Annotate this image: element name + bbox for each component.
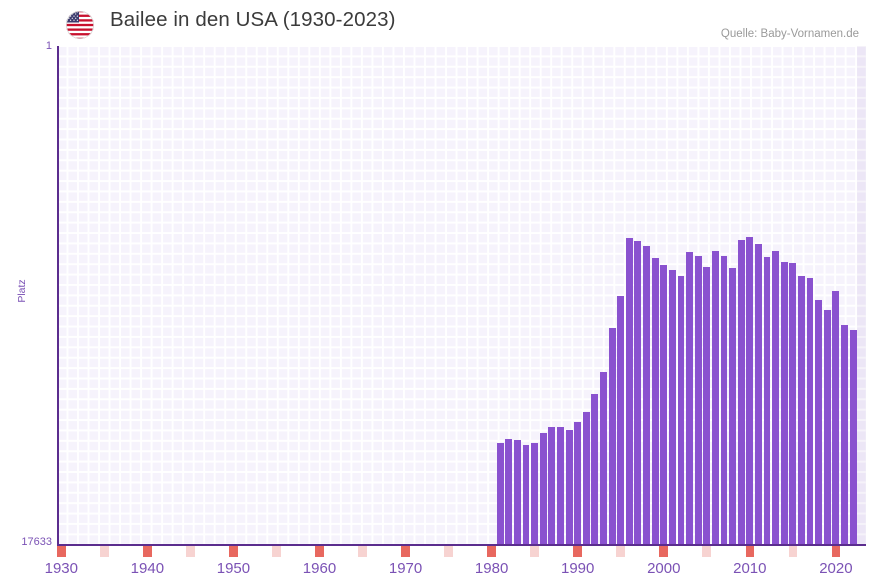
bar-1995 bbox=[617, 296, 625, 545]
x-tick-label-2000: 2000 bbox=[647, 560, 681, 577]
us-flag-icon bbox=[60, 10, 100, 40]
x-tick-label-1990: 1990 bbox=[560, 560, 595, 577]
x-tick-mark-2000 bbox=[659, 546, 669, 557]
x-tick-mark-1945 bbox=[186, 546, 195, 557]
bar-1985 bbox=[531, 443, 539, 545]
x-tick-mark-1955 bbox=[272, 546, 281, 557]
y-axis-title: Platz bbox=[16, 279, 28, 303]
x-tick-mark-1980 bbox=[487, 546, 496, 557]
y-axis-line bbox=[57, 46, 59, 546]
bar-1998 bbox=[643, 246, 650, 545]
bar-series bbox=[57, 46, 866, 545]
bar-2015 bbox=[789, 263, 797, 545]
x-tick-mark-1965 bbox=[358, 546, 367, 557]
bar-1983 bbox=[513, 440, 521, 545]
x-tick-mark-1940 bbox=[143, 546, 152, 557]
bar-2011 bbox=[754, 244, 762, 545]
bar-2005 bbox=[703, 267, 711, 545]
x-tick-mark-1970 bbox=[401, 546, 410, 557]
bar-2006 bbox=[711, 251, 719, 545]
bar-1988 bbox=[557, 427, 564, 545]
x-tick-label-1950: 1950 bbox=[216, 560, 251, 577]
x-tick-label-1970: 1970 bbox=[388, 560, 423, 577]
bar-1991 bbox=[582, 412, 590, 545]
bar-2002 bbox=[677, 276, 685, 545]
bar-2020 bbox=[832, 291, 840, 545]
y-axis-bottom-label: 17633 bbox=[21, 536, 52, 548]
bar-1992 bbox=[591, 394, 599, 545]
x-tick-mark-2005 bbox=[702, 546, 712, 557]
bar-1996 bbox=[625, 238, 633, 545]
chart-header: Bailee in den USA (1930-2023) Quelle: Ba… bbox=[0, 0, 873, 44]
x-tick-label-1940: 1940 bbox=[130, 560, 165, 577]
x-tick-mark-1950 bbox=[229, 546, 238, 557]
x-tick-label-1960: 1960 bbox=[302, 560, 337, 577]
x-tick-label-1980: 1980 bbox=[474, 560, 509, 577]
bar-1999 bbox=[651, 258, 659, 545]
x-tick-mark-2015 bbox=[788, 546, 798, 557]
bar-2017 bbox=[806, 278, 814, 545]
x-tick-mark-1975 bbox=[444, 546, 453, 557]
bar-2012 bbox=[763, 257, 771, 545]
bar-2009 bbox=[737, 240, 745, 545]
x-tick-mark-1985 bbox=[530, 546, 539, 557]
plot-area bbox=[57, 46, 866, 545]
x-tick-label-2010: 2010 bbox=[733, 560, 767, 577]
bar-1994 bbox=[608, 328, 616, 545]
x-tick-mark-1930 bbox=[57, 546, 66, 557]
bar-1984 bbox=[522, 445, 530, 545]
bar-2016 bbox=[798, 276, 805, 545]
source-attribution: Quelle: Baby-Vornamen.de bbox=[720, 28, 859, 40]
x-tick-mark-1960 bbox=[315, 546, 324, 557]
bar-1990 bbox=[574, 422, 582, 545]
x-tick-mark-2020 bbox=[831, 546, 841, 557]
bar-1989 bbox=[565, 430, 573, 545]
bar-2007 bbox=[720, 256, 728, 545]
x-tick-label-2020: 2020 bbox=[819, 560, 853, 577]
x-tick-mark-1935 bbox=[100, 546, 109, 557]
x-tick-mark-1995 bbox=[616, 546, 625, 557]
bar-1987 bbox=[548, 427, 556, 545]
bar-2008 bbox=[729, 268, 737, 545]
bar-1993 bbox=[600, 372, 607, 545]
page-title: Bailee in den USA (1930-2023) bbox=[110, 8, 396, 31]
bar-2001 bbox=[668, 270, 676, 545]
bar-2013 bbox=[772, 251, 780, 545]
bar-2010 bbox=[746, 237, 754, 545]
bar-2000 bbox=[660, 265, 668, 545]
x-tick-label-1930: 1930 bbox=[44, 560, 78, 577]
bar-2014 bbox=[780, 262, 788, 545]
x-tick-mark-2010 bbox=[745, 546, 755, 557]
bar-2018 bbox=[815, 300, 823, 545]
bar-1982 bbox=[505, 439, 513, 545]
x-axis-line bbox=[57, 544, 866, 546]
bar-1981 bbox=[496, 443, 504, 545]
bar-2004 bbox=[694, 256, 702, 545]
bar-1986 bbox=[539, 433, 547, 545]
bar-2019 bbox=[823, 310, 831, 545]
bar-2022 bbox=[849, 330, 857, 545]
bar-2021 bbox=[841, 325, 848, 545]
y-axis-top-label: 1 bbox=[45, 40, 52, 52]
x-tick-mark-1990 bbox=[573, 546, 582, 557]
bar-2003 bbox=[686, 252, 693, 545]
bar-1997 bbox=[634, 241, 642, 545]
